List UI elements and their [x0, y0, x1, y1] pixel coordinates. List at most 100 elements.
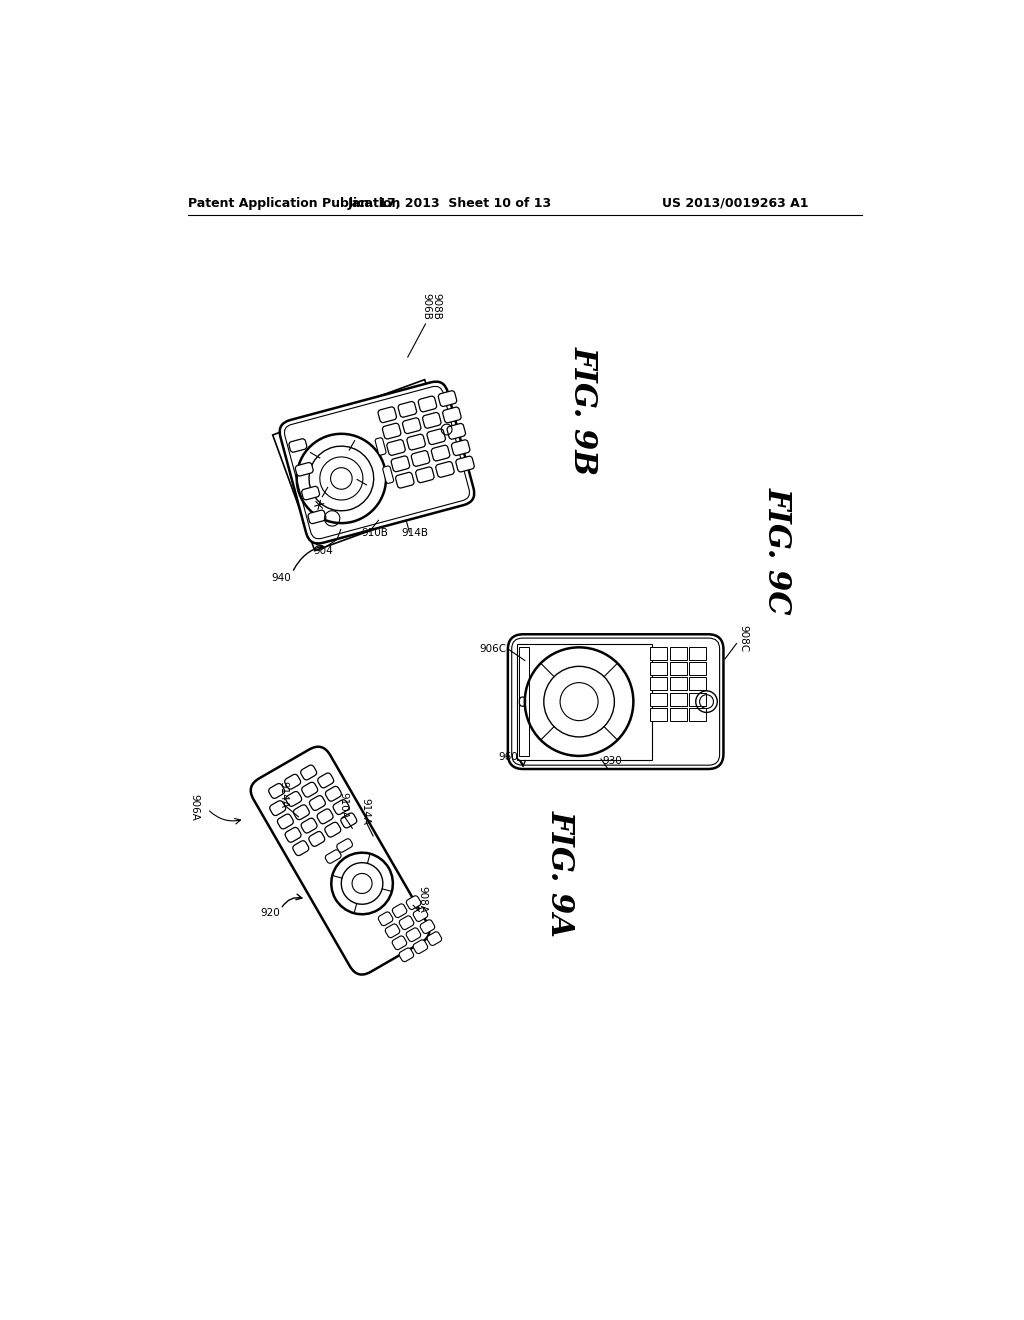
FancyBboxPatch shape	[326, 787, 341, 801]
Text: 920: 920	[260, 908, 280, 917]
FancyBboxPatch shape	[689, 708, 706, 721]
FancyBboxPatch shape	[650, 693, 668, 706]
FancyBboxPatch shape	[272, 380, 467, 550]
Text: 910B: 910B	[361, 528, 388, 539]
FancyBboxPatch shape	[392, 936, 407, 950]
Circle shape	[352, 874, 372, 894]
FancyBboxPatch shape	[387, 440, 406, 455]
Circle shape	[560, 682, 598, 721]
FancyBboxPatch shape	[427, 932, 441, 945]
FancyBboxPatch shape	[650, 647, 668, 660]
Text: 904: 904	[313, 546, 334, 556]
FancyBboxPatch shape	[251, 747, 429, 974]
FancyBboxPatch shape	[670, 708, 686, 721]
FancyBboxPatch shape	[689, 677, 706, 690]
FancyBboxPatch shape	[423, 412, 441, 428]
FancyBboxPatch shape	[517, 644, 652, 760]
Text: 910A: 910A	[339, 792, 348, 818]
FancyBboxPatch shape	[337, 838, 352, 853]
FancyBboxPatch shape	[392, 904, 407, 917]
FancyBboxPatch shape	[689, 693, 706, 706]
FancyBboxPatch shape	[289, 438, 307, 453]
FancyBboxPatch shape	[508, 635, 724, 770]
Text: 930: 930	[602, 755, 623, 766]
Text: 908B: 908B	[432, 293, 441, 319]
FancyBboxPatch shape	[436, 462, 455, 478]
FancyBboxPatch shape	[407, 896, 421, 909]
Text: 906B: 906B	[422, 293, 432, 319]
Text: FIG. 9B: FIG. 9B	[568, 346, 599, 475]
FancyBboxPatch shape	[689, 647, 706, 660]
Text: 908A: 908A	[418, 887, 428, 913]
FancyBboxPatch shape	[689, 663, 706, 675]
FancyBboxPatch shape	[670, 693, 686, 706]
FancyBboxPatch shape	[285, 828, 301, 842]
FancyBboxPatch shape	[269, 801, 286, 816]
FancyBboxPatch shape	[420, 920, 435, 933]
Text: 914B: 914B	[401, 528, 429, 539]
Text: FIG. 9C: FIG. 9C	[762, 487, 793, 615]
FancyBboxPatch shape	[278, 814, 294, 829]
FancyBboxPatch shape	[301, 766, 316, 780]
Circle shape	[331, 467, 352, 490]
Text: 960: 960	[499, 752, 518, 763]
FancyBboxPatch shape	[395, 473, 414, 488]
FancyBboxPatch shape	[402, 418, 421, 433]
FancyBboxPatch shape	[378, 912, 393, 925]
FancyBboxPatch shape	[650, 663, 668, 675]
FancyBboxPatch shape	[333, 800, 349, 814]
FancyBboxPatch shape	[650, 677, 668, 690]
FancyBboxPatch shape	[375, 438, 386, 455]
FancyBboxPatch shape	[407, 434, 425, 450]
FancyBboxPatch shape	[293, 841, 309, 855]
FancyBboxPatch shape	[302, 486, 319, 500]
FancyBboxPatch shape	[670, 663, 686, 675]
FancyBboxPatch shape	[385, 924, 400, 937]
FancyBboxPatch shape	[391, 455, 410, 471]
FancyBboxPatch shape	[317, 809, 333, 824]
FancyBboxPatch shape	[670, 677, 686, 690]
FancyBboxPatch shape	[308, 510, 326, 524]
FancyBboxPatch shape	[670, 647, 686, 660]
FancyBboxPatch shape	[413, 940, 428, 953]
FancyBboxPatch shape	[438, 391, 457, 407]
Text: 914A: 914A	[279, 781, 289, 808]
FancyBboxPatch shape	[413, 908, 428, 921]
FancyBboxPatch shape	[399, 948, 414, 962]
FancyBboxPatch shape	[427, 429, 445, 445]
FancyBboxPatch shape	[295, 462, 313, 477]
FancyBboxPatch shape	[382, 424, 401, 440]
Text: 906A: 906A	[189, 795, 200, 821]
Text: Jan. 17, 2013  Sheet 10 of 13: Jan. 17, 2013 Sheet 10 of 13	[348, 197, 552, 210]
FancyBboxPatch shape	[452, 440, 470, 455]
Text: US 2013/0019263 A1: US 2013/0019263 A1	[662, 197, 808, 210]
FancyBboxPatch shape	[378, 407, 396, 422]
FancyBboxPatch shape	[325, 822, 341, 837]
FancyBboxPatch shape	[302, 783, 317, 797]
FancyBboxPatch shape	[383, 466, 393, 483]
FancyBboxPatch shape	[418, 396, 436, 412]
FancyBboxPatch shape	[431, 445, 450, 461]
Text: Patent Application Publication: Patent Application Publication	[188, 197, 400, 210]
FancyBboxPatch shape	[294, 805, 309, 820]
FancyBboxPatch shape	[412, 450, 430, 466]
FancyBboxPatch shape	[317, 774, 334, 788]
FancyBboxPatch shape	[650, 708, 668, 721]
FancyBboxPatch shape	[309, 832, 325, 846]
FancyBboxPatch shape	[398, 401, 417, 417]
FancyBboxPatch shape	[447, 424, 466, 440]
FancyBboxPatch shape	[309, 796, 326, 810]
Text: FIG. 9A: FIG. 9A	[545, 809, 575, 936]
FancyBboxPatch shape	[280, 381, 474, 544]
FancyBboxPatch shape	[416, 467, 434, 483]
Text: 908C: 908C	[739, 624, 749, 652]
Text: 906C: 906C	[479, 644, 506, 653]
FancyBboxPatch shape	[286, 792, 302, 807]
FancyBboxPatch shape	[301, 818, 317, 833]
FancyBboxPatch shape	[407, 928, 421, 941]
FancyBboxPatch shape	[341, 813, 356, 828]
FancyBboxPatch shape	[456, 457, 474, 473]
Text: 940: 940	[271, 573, 291, 583]
FancyBboxPatch shape	[285, 775, 301, 789]
FancyBboxPatch shape	[326, 850, 341, 863]
